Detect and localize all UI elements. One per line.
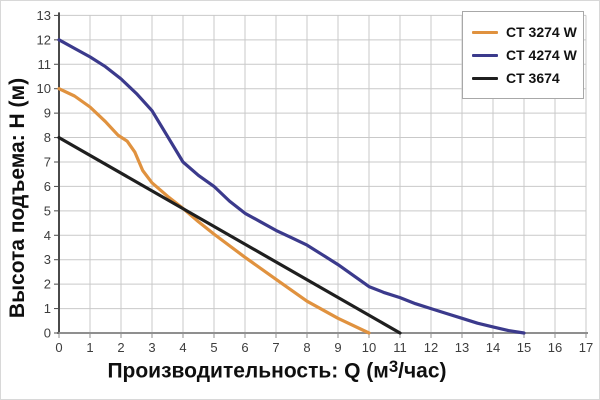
x-tick-label: 0 <box>55 340 62 355</box>
x-tick-label: 11 <box>393 340 407 355</box>
y-tick-label: 10 <box>37 81 51 96</box>
legend: CT 3274 W CT 4274 W CT 3674 <box>462 11 584 99</box>
y-tick-label: 6 <box>44 179 51 194</box>
x-tick-label: 5 <box>210 340 217 355</box>
x-axis-title-suffix: /час) <box>398 359 447 383</box>
x-tick-label: 7 <box>272 340 279 355</box>
y-tick-label: 11 <box>38 57 52 72</box>
x-tick-label: 3 <box>148 340 155 355</box>
legend-item: CT 3274 W <box>472 24 579 40</box>
x-tick-label: 12 <box>424 340 438 355</box>
x-tick-label: 2 <box>117 340 124 355</box>
x-tick-label: 1 <box>86 340 93 355</box>
legend-swatch-ct-3274-w <box>472 30 498 34</box>
x-axis-title: Производительность: Q (м3/час) <box>1 357 553 384</box>
legend-label: CT 4274 W <box>506 47 577 63</box>
x-tick-label: 4 <box>179 340 186 355</box>
legend-swatch-ct-3674 <box>472 76 498 80</box>
x-axis-title-superscript: 3 <box>388 357 399 376</box>
y-axis-title: Высота подъема: Н (м) <box>6 77 29 319</box>
y-tick-label: 12 <box>37 32 51 47</box>
legend-label: CT 3674 <box>506 70 560 86</box>
x-tick-label: 10 <box>362 340 376 355</box>
legend-item: CT 3674 <box>472 70 579 86</box>
y-tick-label: 4 <box>44 228 51 243</box>
y-tick-label: 2 <box>44 277 51 292</box>
y-tick-label: 3 <box>44 252 51 267</box>
x-tick-label: 16 <box>548 340 562 355</box>
legend-item: CT 4274 W <box>472 47 579 63</box>
x-tick-label: 15 <box>517 340 531 355</box>
x-tick-label: 9 <box>334 340 341 355</box>
series-curve-ct-3274-w <box>57 87 371 335</box>
x-tick-label: 17 <box>579 340 593 355</box>
legend-label: CT 3274 W <box>506 24 577 40</box>
y-tick-label: 13 <box>37 8 51 23</box>
x-tick-label: 13 <box>455 340 469 355</box>
x-axis-title-text: Производительность: Q (м <box>107 359 389 383</box>
series-curve-ct-4274-w <box>57 38 526 335</box>
y-tick-label: 1 <box>44 301 51 316</box>
series-curve-ct-3674 <box>57 136 402 335</box>
legend-swatch-ct-4274-w <box>472 53 498 57</box>
y-tick-label: 9 <box>44 106 51 121</box>
x-tick-label: 8 <box>303 340 310 355</box>
x-tick-label: 6 <box>241 340 248 355</box>
y-tick-label: 7 <box>44 154 51 169</box>
x-tick-label: 14 <box>486 340 500 355</box>
y-tick-label: 5 <box>44 203 51 218</box>
y-tick-label: 0 <box>44 326 51 341</box>
y-tick-label: 8 <box>44 130 51 145</box>
